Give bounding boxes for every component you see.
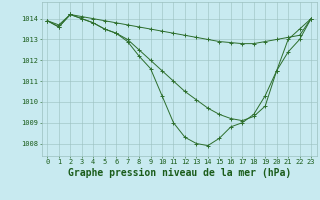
X-axis label: Graphe pression niveau de la mer (hPa): Graphe pression niveau de la mer (hPa): [68, 168, 291, 178]
